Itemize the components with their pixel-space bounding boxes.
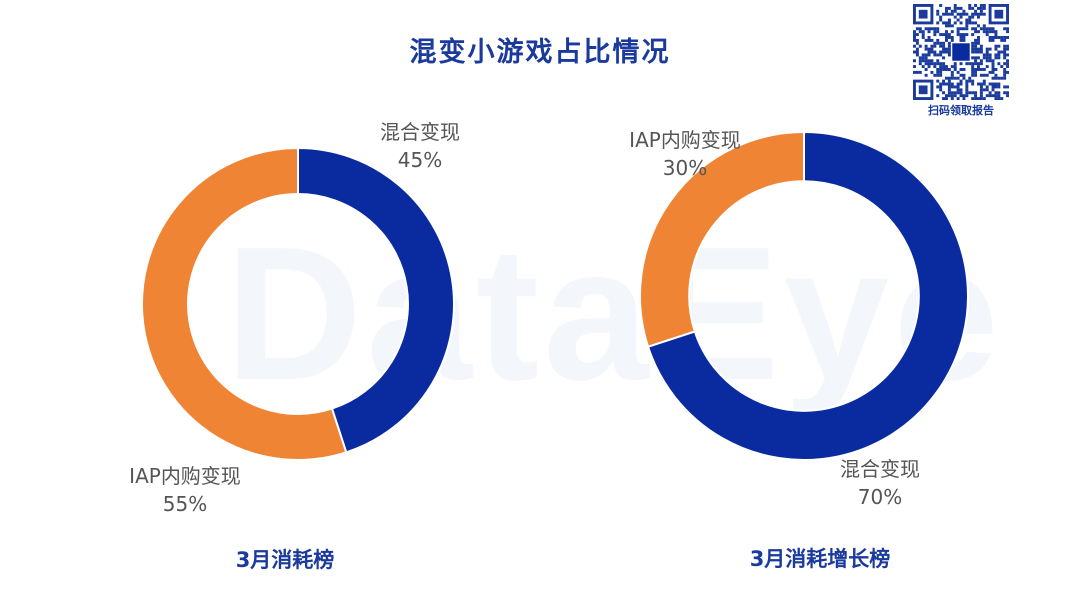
slice-label-hybrid-right: 混合变现 70% <box>800 455 960 511</box>
qr-logo-icon <box>952 43 970 61</box>
donut-chart-consumption-growth <box>639 130 969 461</box>
slice-label-iap-left: IAP内购变现 55% <box>105 462 265 518</box>
slice-label-text: 混合变现 <box>840 457 920 481</box>
slice-label-iap-right: IAP内购变现 30% <box>605 126 765 182</box>
donut-chart-consumption <box>141 146 455 461</box>
qr-caption: 扫码领取报告 <box>928 104 994 117</box>
slice-label-percent: 45% <box>397 148 443 172</box>
slice-label-percent: 30% <box>662 156 708 180</box>
qr-code[interactable] <box>913 4 1009 100</box>
watermark: DataEye <box>225 208 1003 420</box>
slice-label-text: IAP内购变现 <box>629 128 741 152</box>
slice-label-text: 混合变现 <box>380 120 460 144</box>
donut-slice <box>297 146 455 454</box>
chart-caption-consumption-growth: 3月消耗增长榜 <box>749 547 891 571</box>
chart-caption-consumption: 3月消耗榜 <box>235 548 335 572</box>
page-title: 混变小游戏占比情况 <box>409 37 671 68</box>
slice-label-hybrid-left: 混合变现 45% <box>340 118 500 174</box>
donut-slice <box>141 146 348 461</box>
slice-label-percent: 70% <box>857 485 903 509</box>
donut-slice <box>646 130 969 461</box>
slice-label-text: IAP内购变现 <box>129 464 241 488</box>
donut-slice <box>639 130 805 348</box>
slice-label-percent: 55% <box>162 492 208 516</box>
